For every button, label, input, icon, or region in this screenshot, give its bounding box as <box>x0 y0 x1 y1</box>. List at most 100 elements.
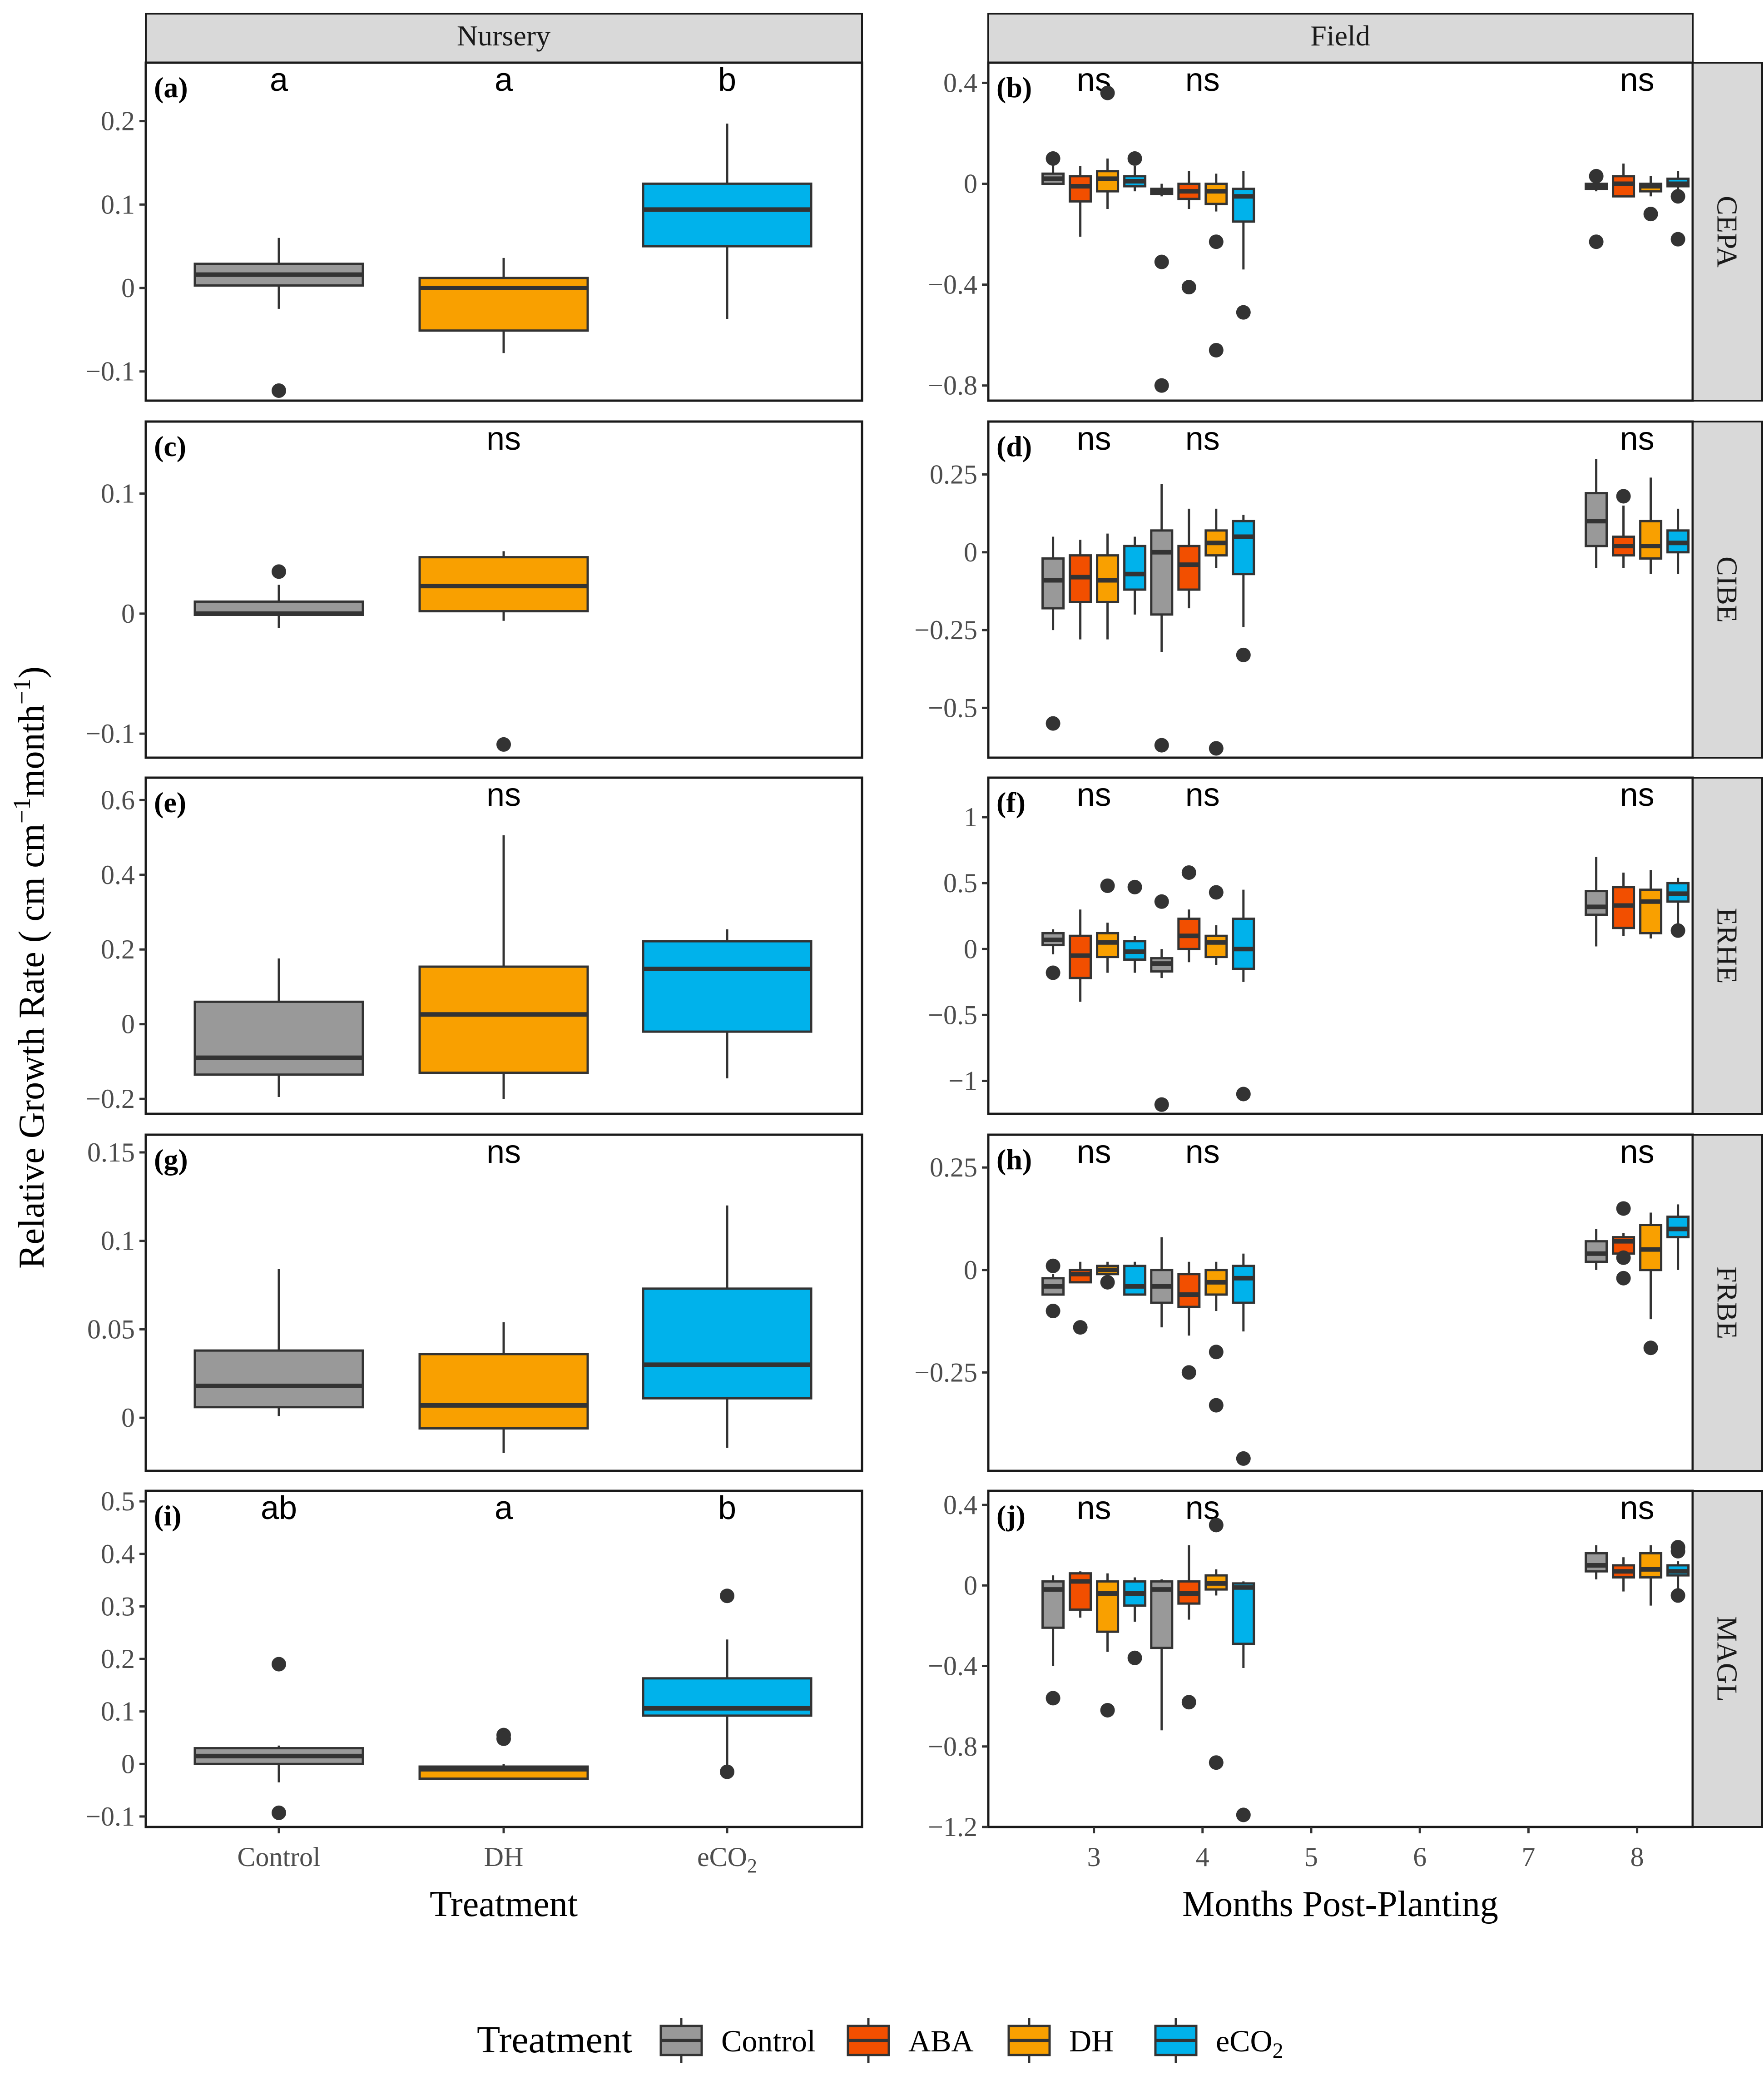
y-axis-title: Relative Growth Rate ( cm cm−1month−1) <box>8 666 52 1269</box>
box-m8-eco2-outlier <box>1670 1588 1685 1603</box>
row-strip-label: FRBE <box>1711 1266 1744 1339</box>
significance-label: ns <box>1185 421 1220 457</box>
box-m4-dh-outlier <box>1209 234 1224 249</box>
box-m4-dh-outlier <box>1209 1755 1224 1770</box>
panel-d: 0.25 0 −0.25 −0.5 (d) CIBE ns ns ns <box>914 420 1763 759</box>
y-axis-title-sup1: −1 <box>8 798 35 824</box>
y-tick-label: −0.5 <box>928 693 977 723</box>
legend-item-eco2: eCO2 <box>1154 2018 1283 2063</box>
box-m4-aba-box <box>1177 545 1201 591</box>
box-m3-eco2-outlier <box>1127 879 1142 894</box>
y-tick-label: 0.5 <box>943 868 977 898</box>
box-m4-aba-outlier <box>1181 280 1196 295</box>
y-tick-label: −0.5 <box>928 1000 977 1030</box>
box-eco2-box <box>642 1287 813 1400</box>
y-tick-label: 0 <box>964 1255 977 1285</box>
legend-label-dh: DH <box>1069 2024 1114 2058</box>
panel-frame <box>987 1133 1694 1472</box>
box-m3-dh-outlier <box>1100 1703 1115 1718</box>
significance-label: ns <box>1620 421 1655 457</box>
y-tick-label: 0.25 <box>930 1152 977 1182</box>
significance-label: ns <box>1077 1134 1111 1170</box>
box-m3-dh-outlier <box>1100 878 1115 893</box>
box-m4-dh-box <box>1204 934 1228 958</box>
x-tick-label-eco: eCO <box>697 1842 747 1872</box>
panel-label: (b) <box>996 71 1032 104</box>
box-m8-dh-box <box>1639 889 1663 934</box>
y-tick-label: −0.8 <box>928 371 977 401</box>
y-tick-label: −1 <box>948 1066 977 1096</box>
y-tick-label: −0.4 <box>928 1651 977 1681</box>
box-m4-aba-box <box>1177 1273 1201 1308</box>
box-control-box <box>193 1349 364 1409</box>
row-strip <box>1692 777 1763 1115</box>
x-tick-label: 4 <box>1196 1842 1209 1872</box>
significance-label: a <box>495 62 513 98</box>
box-m3-control-box <box>1041 557 1065 610</box>
y-tick-label: −0.1 <box>85 719 135 749</box>
x-tick-label: 3 <box>1087 1842 1101 1872</box>
box-dh-outlier <box>496 1731 511 1746</box>
box-m3-eco2-box <box>1123 1265 1147 1296</box>
x-tick-label: DH <box>484 1842 524 1872</box>
y-tick-label: 0 <box>964 537 977 567</box>
y-tick-label: −0.8 <box>928 1732 977 1762</box>
box-control-box <box>193 1000 364 1076</box>
y-tick-label: −0.25 <box>914 615 977 645</box>
box-m4-aba-outlier <box>1181 1695 1196 1710</box>
significance-label: ns <box>1620 62 1655 98</box>
box-m4-eco2-outlier <box>1236 1087 1251 1102</box>
significance-label: ns <box>1620 777 1655 813</box>
box-m8-eco2-outlier <box>1670 923 1685 938</box>
box-control-outlier <box>272 383 286 398</box>
y-tick-label: 0.1 <box>101 1697 135 1727</box>
y-tick-label: 0.2 <box>101 1644 135 1674</box>
y-tick-label: 0.1 <box>101 189 135 219</box>
y-tick-label: −0.1 <box>85 1802 135 1832</box>
y-tick-label: 0 <box>964 1570 977 1600</box>
y-tick-label: 0.4 <box>943 1490 977 1520</box>
x-axis-title-field: Months Post-Planting <box>1182 1884 1498 1924</box>
legend-label-eco2-sub: 2 <box>1273 2039 1283 2063</box>
box-m3-dh-outlier <box>1100 85 1115 100</box>
box-m3-eco2-outlier <box>1127 151 1142 166</box>
box-m4-eco2-outlier <box>1236 305 1251 320</box>
box-m3-eco2-outlier <box>1127 1650 1142 1665</box>
box-m4-control-outlier <box>1154 378 1169 393</box>
legend-item-control: Control <box>659 2018 816 2063</box>
box-m4-dh-outlier <box>1209 741 1224 756</box>
box-m8-eco2-outlier <box>1670 1544 1685 1559</box>
panel-a: 0.2 0.1 0 −0.1 (a) a a b <box>85 61 863 402</box>
panel-i: 0.50.40.30.20.10−0.1(i) ab a b <box>85 1486 863 1833</box>
panel-label: (h) <box>996 1143 1032 1176</box>
panel-c: 0.1 0 −0.1 (c) ns <box>85 420 863 759</box>
y-tick-label: 0 <box>121 1403 135 1433</box>
box-eco2-outlier <box>720 1589 734 1603</box>
box-m8-eco2-outlier <box>1670 232 1685 247</box>
y-axis-title-sup2: −1 <box>8 679 35 705</box>
box-dh-box <box>418 1353 589 1430</box>
y-tick-label: −0.4 <box>928 270 977 300</box>
y-tick-label: 0.15 <box>87 1137 135 1167</box>
x-tick-label: Control <box>237 1842 320 1872</box>
box-m4-eco2-box <box>1232 520 1255 576</box>
box-m4-dh-outlier <box>1209 1398 1224 1413</box>
box-eco2-box <box>642 182 813 248</box>
box-m4-control-box <box>1150 529 1174 616</box>
x-tick-label: 7 <box>1521 1842 1535 1872</box>
significance-label: a <box>495 1490 513 1526</box>
panel-e: 0.6 0.4 0.2 0 −0.2 (e) ns <box>85 776 863 1115</box>
panel-h: 0.25 0 −0.25 (h) FRBE ns ns ns <box>914 1133 1763 1472</box>
row-strip-label: ERHE <box>1711 908 1744 983</box>
y-tick-label: 0.4 <box>943 68 977 98</box>
field-strip-label: Field <box>1310 20 1370 52</box>
legend-label-aba: ABA <box>908 2024 974 2058</box>
box-m4-eco2-box <box>1232 188 1255 223</box>
panel-frame <box>987 420 1694 759</box>
box-m3-control-outlier <box>1046 965 1060 980</box>
y-tick-label: −0.1 <box>85 357 135 387</box>
significance-label: ns <box>486 1134 521 1170</box>
box-m3-aba-box <box>1069 175 1092 203</box>
nursery-strip <box>145 13 863 64</box>
